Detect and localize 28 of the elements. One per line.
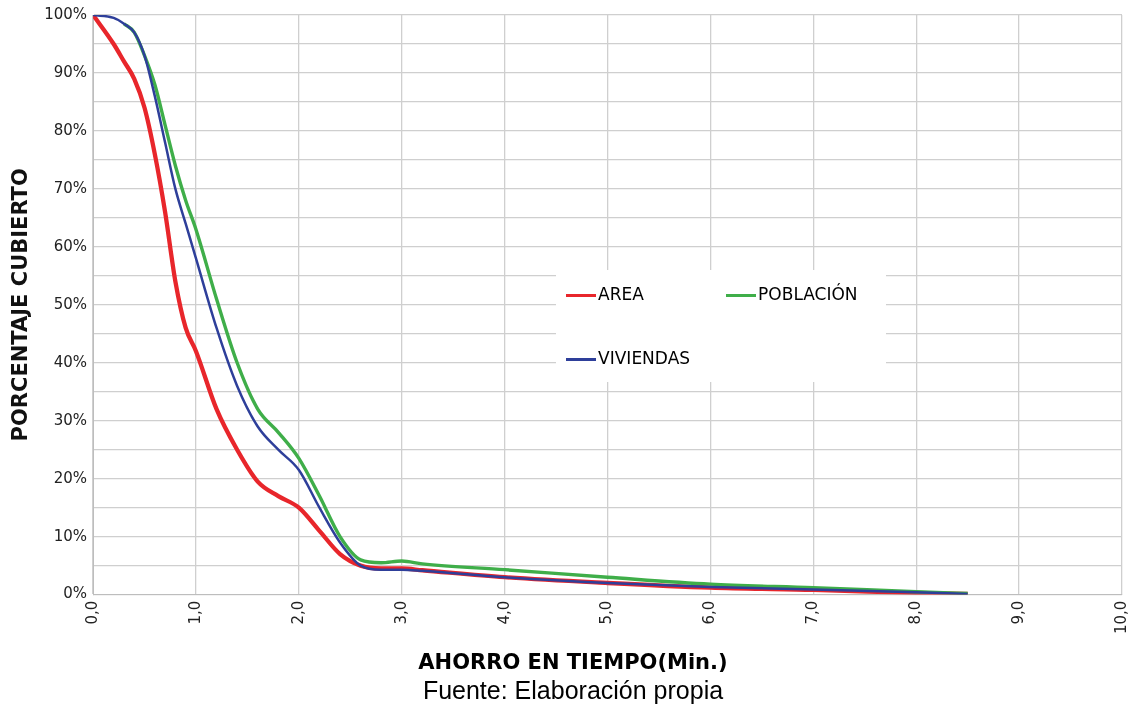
x-tick-label: 6,0 bbox=[700, 600, 719, 625]
legend-label: AREA bbox=[597, 284, 645, 305]
y-tick-label: 100% bbox=[44, 4, 88, 23]
legend-label: VIVIENDAS bbox=[597, 348, 692, 369]
x-tick-label: 0,0 bbox=[82, 600, 101, 625]
y-tick-label: 50% bbox=[53, 294, 88, 313]
y-tick-label: 40% bbox=[53, 352, 88, 371]
x-axis-title: AHORRO EN TIEMPO(Min.) bbox=[417, 650, 729, 674]
y-tick-label: 0% bbox=[63, 584, 88, 603]
x-tick-label: 4,0 bbox=[494, 600, 513, 625]
y-axis-title: PORCENTAJE CUBIERTO bbox=[8, 168, 33, 442]
x-tick-label: 2,0 bbox=[288, 600, 307, 625]
y-tick-label: 80% bbox=[53, 120, 88, 139]
y-tick-label: 60% bbox=[53, 236, 88, 255]
x-tick-label: 8,0 bbox=[906, 600, 925, 625]
x-tick-label: 1,0 bbox=[185, 600, 204, 625]
legend-label: POBLACIÓN bbox=[757, 284, 859, 305]
x-tick-label: 3,0 bbox=[391, 600, 410, 625]
x-tick-label: 9,0 bbox=[1009, 600, 1027, 625]
y-tick-label: 20% bbox=[53, 468, 88, 487]
source-note: Fuente: Elaboración propia bbox=[421, 676, 725, 705]
x-tick-label: 7,0 bbox=[803, 600, 822, 625]
y-tick-label: 70% bbox=[53, 178, 88, 197]
y-tick-label: 10% bbox=[53, 526, 88, 545]
y-tick-label: 30% bbox=[53, 410, 88, 429]
x-tick-label: 10,0 bbox=[1111, 600, 1130, 635]
x-tick-label: 5,0 bbox=[597, 600, 616, 625]
y-tick-label: 90% bbox=[53, 62, 88, 81]
